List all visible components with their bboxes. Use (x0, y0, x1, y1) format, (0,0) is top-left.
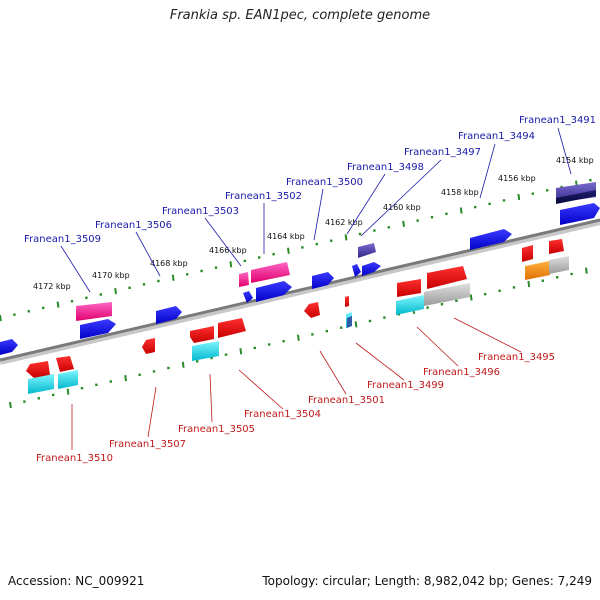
upper-scale-major-tick (402, 220, 405, 228)
scale-label-4166: 4166 kbp (209, 246, 247, 255)
scale-label-4170: 4170 kbp (92, 271, 130, 280)
gene-franean1-3499[interactable] (396, 279, 424, 315)
gene-franean1-3495[interactable] (522, 239, 569, 280)
gene-franean1-3502[interactable] (251, 262, 292, 302)
scale-label-4156: 4156 kbp (498, 174, 536, 183)
lower-scale-major-tick (469, 294, 473, 301)
scale-label-4154: 4154 kbp (556, 156, 594, 165)
scale-label-4158: 4158 kbp (441, 188, 479, 197)
accession-text: Accession: NC_009921 (8, 574, 145, 588)
upper-genes (0, 182, 600, 355)
lower-genes (26, 239, 569, 394)
label-franean1-3496: Franean1_3496 (423, 367, 500, 378)
gene-franean1-3509[interactable] (76, 302, 116, 339)
map-title: Frankia sp. EAN1pec, complete genome (169, 8, 431, 23)
upper-scale-major-tick (517, 193, 521, 201)
scale-label-4164: 4164 kbp (267, 232, 305, 241)
lower-gene-labels: Franean1_3495 Franean1_3496 Franean1_349… (36, 317, 555, 464)
genome-backbone (0, 218, 600, 365)
gene-franean1-3498[interactable] (362, 262, 381, 276)
gene-franean1-3498b[interactable] (352, 264, 361, 277)
lower-scale-major-tick (527, 280, 531, 288)
upper-scale-major-tick (287, 247, 290, 254)
upper-scale-track (0, 179, 592, 322)
label-franean1-3497: Franean1_3497 (404, 147, 481, 158)
label-franean1-3495: Franean1_3495 (478, 352, 555, 363)
label-franean1-3494: Franean1_3494 (458, 131, 535, 142)
gene-franean1-3497[interactable] (358, 243, 376, 258)
gene-franean1-3503[interactable] (239, 272, 253, 303)
gene-franean1-3506[interactable] (156, 306, 182, 324)
upper-scale-major-tick (229, 261, 233, 268)
scale-label-4168: 4168 kbp (150, 259, 188, 268)
lower-scale-major-tick (239, 348, 243, 355)
gene-franean1-3507[interactable] (142, 338, 155, 354)
label-franean1-3498: Franean1_3498 (347, 162, 424, 173)
gene-franean1-3504[interactable] (190, 318, 246, 343)
gene-franean1-3494[interactable] (470, 229, 512, 250)
gene-franean1-3500[interactable] (312, 272, 334, 289)
upper-scale-major-tick (459, 207, 463, 214)
label-franean1-3505: Franean1_3505 (178, 424, 255, 435)
genome-stats-text: Topology: circular; Length: 8,982,042 bp… (262, 574, 592, 588)
lower-scale-major-tick (124, 374, 127, 382)
gene-franean1-3496[interactable] (424, 266, 470, 306)
gene-franean1-3501b[interactable] (304, 302, 320, 318)
lower-scale-major-tick (181, 361, 185, 368)
lower-scale-major-tick (66, 388, 70, 395)
gene-franean1-3505[interactable] (192, 341, 219, 361)
lower-scale-major-tick (585, 267, 588, 274)
upper-scale-major-tick (171, 274, 175, 281)
scale-label-4162: 4162 kbp (325, 218, 363, 227)
lower-scale-major-tick (9, 401, 12, 409)
upper-scale-major-tick (344, 234, 348, 241)
label-franean1-3506: Franean1_3506 (95, 220, 172, 231)
label-franean1-3500: Franean1_3500 (286, 177, 363, 188)
label-franean1-3509: Franean1_3509 (24, 234, 101, 245)
scale-labels: 4154 kbp 4156 kbp 4158 kbp 4160 kbp 4162… (33, 156, 594, 291)
label-franean1-3510: Franean1_3510 (36, 453, 113, 464)
upper-scale-major-tick (114, 287, 117, 295)
upper-scale-major-tick (56, 301, 60, 308)
gene-franean1-3510[interactable] (26, 356, 78, 394)
label-franean1-3503: Franean1_3503 (162, 206, 239, 217)
upper-gene-labels: Franean1_3491 Franean1_3494 Franean1_349… (24, 115, 596, 293)
gene-franean1-3491[interactable] (556, 182, 600, 225)
scale-label-4172: 4172 kbp (33, 282, 71, 291)
lower-scale-track (9, 267, 588, 409)
gene-left-edge[interactable] (0, 339, 18, 355)
lower-scale-major-tick (297, 334, 300, 341)
label-franean1-3502: Franean1_3502 (225, 191, 302, 202)
scale-label-4160: 4160 kbp (383, 203, 421, 212)
label-franean1-3501: Franean1_3501 (308, 395, 385, 406)
upper-scale-major-tick (0, 314, 2, 322)
label-franean1-3491: Franean1_3491 (519, 115, 596, 126)
label-franean1-3507: Franean1_3507 (109, 439, 186, 450)
label-franean1-3504: Franean1_3504 (244, 409, 321, 420)
gene-franean1-3501[interactable] (345, 296, 352, 328)
label-franean1-3499: Franean1_3499 (367, 380, 444, 391)
lower-scale-major-tick (354, 321, 358, 328)
